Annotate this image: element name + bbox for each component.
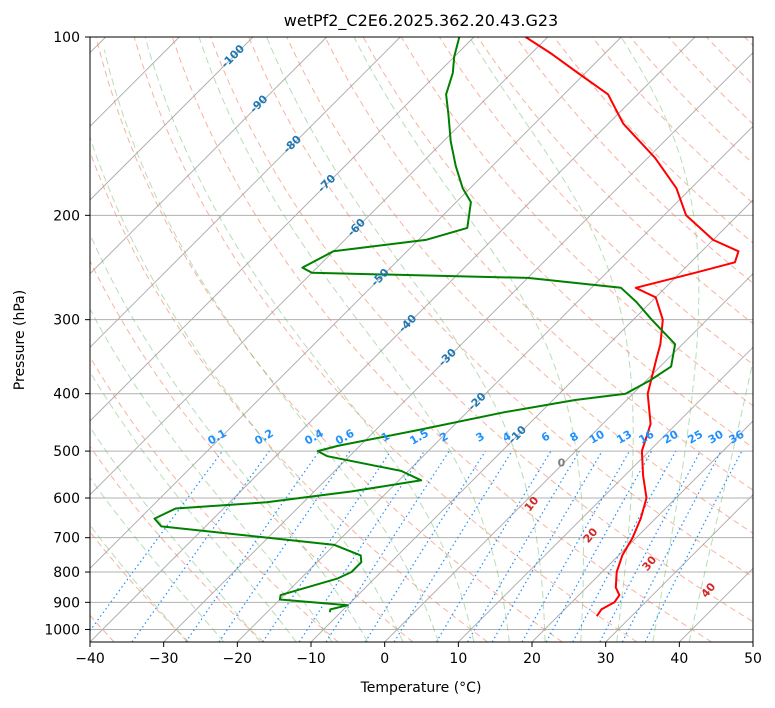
plot-frame	[89, 36, 754, 643]
chart-title: wetPf2_C2E6.2025.362.20.43.G23	[284, 11, 558, 31]
skewed-isotherms	[90, 37, 753, 642]
mixing-ratio-line	[364, 450, 486, 642]
isotherm-line	[457, 346, 753, 642]
y-axis-ticks: 100 200 300 400 500 600 700 800 900 1000	[44, 30, 90, 638]
mixing-ratio-line	[466, 450, 580, 642]
x-tick-label: −10	[296, 651, 326, 667]
dry-adiabat-line	[286, 37, 753, 534]
y-tick-label: 400	[53, 387, 80, 403]
moist-adiabat-line	[266, 37, 546, 642]
mixing-ratio-line	[572, 450, 677, 642]
mixing-ratio-line	[325, 450, 450, 642]
mixing-ratio-lines	[90, 450, 743, 642]
moist-adiabat-line	[90, 476, 225, 642]
dry-adiabat-line	[133, 37, 638, 642]
dry-adiabat-line	[324, 37, 753, 491]
x-tick-label: −40	[75, 651, 105, 667]
y-tick-label: 800	[53, 565, 80, 581]
dry-adiabat-line	[90, 445, 264, 642]
x-tick-label: 10	[449, 651, 467, 667]
y-tick-label: 700	[53, 531, 80, 547]
moist-adiabat-line	[620, 37, 700, 642]
mixing-ratio-line	[435, 450, 552, 642]
x-axis-ticks: −40 −30 −20 −10 0 10 20 30 40 50	[75, 642, 762, 667]
moist-adiabat-line	[198, 37, 510, 642]
isotherm-line	[90, 37, 254, 201]
sounding-traces	[153, 37, 740, 617]
moist-adiabat-label: 0	[558, 457, 566, 470]
temperature-trace	[525, 37, 740, 617]
dry-adiabat-line	[95, 37, 563, 642]
plot-area: -100-90-80-70-60-50-40-30-20-10102030400…	[90, 37, 753, 642]
dry-adiabat-line	[248, 37, 753, 578]
moist-adiabat-line	[90, 370, 297, 642]
mixing-ratio-line	[262, 450, 392, 642]
isotherm-line	[90, 37, 696, 642]
isotherm-line	[531, 420, 753, 642]
mixing-ratio-line	[298, 450, 425, 642]
dry-adiabat-line	[515, 37, 753, 284]
x-tick-label: 50	[744, 651, 762, 667]
mixing-ratio-line	[393, 450, 513, 642]
mixing-ratio-line	[185, 450, 320, 642]
x-tick-label: 40	[670, 651, 688, 667]
y-tick-label: 100	[53, 30, 80, 46]
moist-adiabat-line	[90, 135, 404, 642]
isotherm-line	[90, 37, 401, 349]
mixing-ratio-line	[599, 450, 702, 642]
isotherm-line	[90, 37, 328, 275]
moist-adiabat-line	[90, 426, 261, 642]
y-tick-label: 300	[53, 313, 80, 329]
x-axis-label: Temperature (°C)	[360, 680, 482, 696]
y-tick-label: 200	[53, 208, 80, 224]
pressure-gridlines	[90, 37, 753, 630]
isotherm-line	[605, 493, 753, 642]
x-tick-label: 20	[523, 651, 541, 667]
moist-adiabat-line	[103, 49, 439, 642]
dry-adiabat-line	[171, 37, 712, 642]
moist-adiabat-line	[144, 37, 475, 642]
dry-adiabat-line	[90, 259, 414, 642]
isotherm-line	[90, 37, 475, 422]
x-tick-label: −30	[149, 651, 179, 667]
dry-adiabat-line	[210, 37, 753, 623]
moist-adiabat-line	[688, 358, 753, 642]
y-tick-label: 600	[53, 491, 80, 507]
moist-adiabat-line	[90, 232, 369, 642]
moist-adiabat-line	[353, 37, 584, 642]
isotherm-line	[163, 51, 753, 642]
x-tick-label: 0	[380, 651, 389, 667]
y-tick-label: 500	[53, 444, 80, 460]
isotherm-line	[384, 272, 753, 642]
moist-adiabats	[90, 37, 753, 642]
y-tick-label: 900	[53, 595, 80, 611]
isotherm-line	[236, 125, 753, 642]
x-tick-label: −20	[223, 651, 253, 667]
isotherm-line	[90, 37, 549, 496]
y-tick-label: 1000	[44, 622, 80, 638]
mixing-ratio-line	[218, 450, 351, 642]
y-axis-label: Pressure (hPa)	[12, 290, 28, 390]
x-tick-label: 30	[597, 651, 615, 667]
isotherm-line	[90, 37, 622, 570]
dewpoint-trace	[153, 37, 677, 613]
moist-adiabat-line	[90, 524, 188, 642]
